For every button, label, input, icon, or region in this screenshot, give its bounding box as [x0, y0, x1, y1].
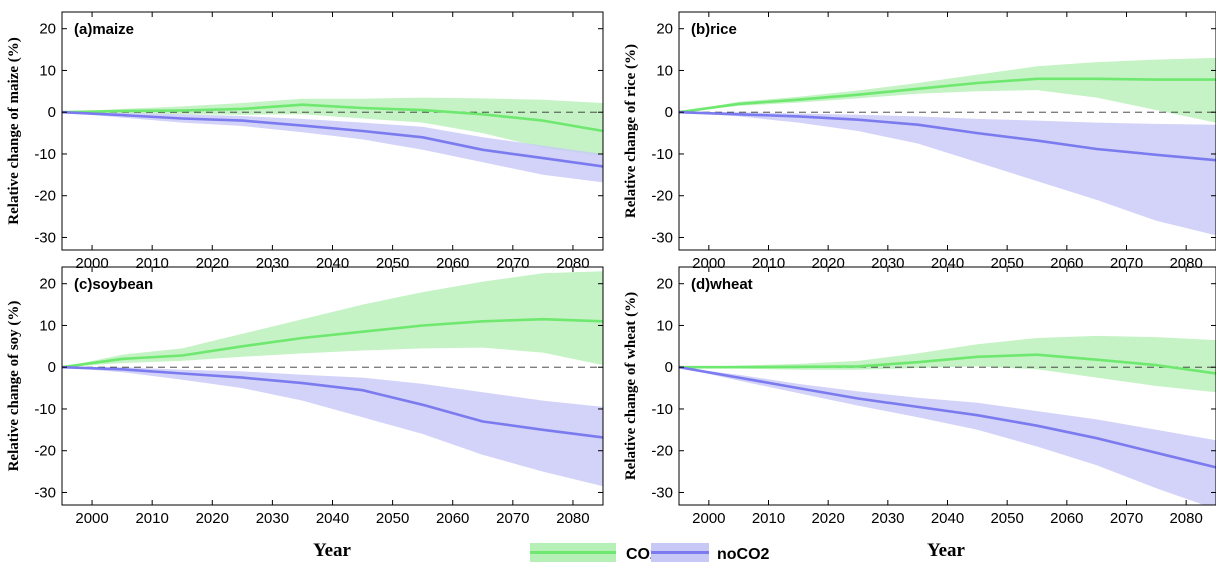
plot-area	[679, 57, 1216, 236]
x-tick-label: 2010	[135, 510, 168, 527]
x-tick-label: 2000	[75, 510, 108, 527]
chart-panel-2: 2000 2010 2020 2030 2040 2050 2060 2070 2080-30-…	[623, 11, 1216, 272]
x-axis-label: Year	[313, 540, 352, 561]
x-tick-label: 2070	[496, 255, 529, 272]
panel-title: (a)maize	[74, 21, 134, 38]
chart-panel-4: 2000 2010 2020 2030 2040 2050 2060 2070 2080-30-…	[623, 266, 1216, 561]
x-tick-label: 2030	[871, 510, 904, 527]
band-noco2	[679, 367, 1216, 505]
x-tick-label: 2050	[376, 510, 409, 527]
y-tick-label: 20	[39, 276, 56, 293]
y-tick-label: 20	[39, 21, 56, 38]
line-co2	[62, 317, 603, 369]
y-tick-label: -20	[651, 188, 673, 205]
x-tick-label: 2050	[990, 255, 1023, 272]
y-tick-label: 0	[48, 104, 56, 121]
x-tick-label: 2000	[692, 255, 725, 272]
line-co2	[679, 353, 1216, 375]
line-co2	[679, 77, 1216, 114]
plot-area	[62, 97, 603, 183]
y-tick-label: -30	[34, 484, 56, 501]
y-axis-label: Relative change of soy (%)	[6, 301, 22, 472]
line-noco2	[62, 365, 603, 439]
x-tick-label: 2030	[256, 255, 289, 272]
line-noco2	[679, 110, 1216, 162]
x-tick-label: 2040	[931, 255, 964, 272]
y-tick-label: -10	[34, 146, 56, 163]
x-tick-label: 2010	[135, 255, 168, 272]
band-co2	[679, 335, 1216, 393]
x-tick-label: 2050	[990, 510, 1023, 527]
y-tick-label: 20	[656, 21, 673, 38]
y-axis-label: Relative change of wheat (%)	[623, 292, 639, 480]
y-tick-label: 0	[48, 359, 56, 376]
legend: CO2 noCO2	[530, 543, 770, 563]
panel-title: (c)soybean	[74, 276, 153, 293]
x-tick-label: 2020	[811, 255, 844, 272]
x-tick-label: 2010	[752, 510, 785, 527]
x-tick-label: 2080	[556, 510, 589, 527]
x-tick-label: 2040	[931, 510, 964, 527]
x-axis-label: Year	[927, 540, 966, 561]
panel-title: (d)wheat	[691, 276, 753, 293]
band-co2	[62, 271, 603, 368]
x-tick-label: 2070	[1110, 510, 1143, 527]
x-tick-label: 2080	[1169, 255, 1202, 272]
band-noco2	[62, 112, 603, 183]
y-tick-label: 20	[656, 276, 673, 293]
y-tick-label: -20	[34, 188, 56, 205]
x-tick-label: 2080	[556, 255, 589, 272]
line-noco2	[679, 365, 1216, 469]
y-tick-label: 10	[39, 317, 56, 334]
line-co2	[62, 103, 603, 133]
panels: 2000 2010 2020 2030 2040 2050 2060 2070 2080-30-…	[6, 11, 1216, 561]
x-tick-label: 2050	[376, 255, 409, 272]
x-tick-label: 2020	[196, 255, 229, 272]
x-tick-label: 2080	[1169, 510, 1202, 527]
y-tick-label: 0	[665, 359, 673, 376]
x-tick-label: 2000	[692, 510, 725, 527]
band-noco2	[679, 112, 1216, 236]
y-tick-label: 10	[39, 62, 56, 79]
y-tick-label: -30	[34, 229, 56, 246]
x-tick-label: 2010	[752, 255, 785, 272]
y-tick-label: -30	[651, 484, 673, 501]
x-tick-label: 2060	[1050, 510, 1083, 527]
chart-panel-3: 2000 2010 2020 2030 2040 2050 2060 2070 2080-30-…	[6, 266, 604, 561]
y-axis-label: Relative change of rice (%)	[623, 44, 639, 218]
x-tick-label: 2060	[1050, 255, 1083, 272]
legend-co2-label: CO2	[626, 546, 659, 563]
y-tick-label: -20	[651, 443, 673, 460]
plot-area	[679, 335, 1216, 505]
y-tick-label: 0	[665, 104, 673, 121]
band-co2	[679, 57, 1216, 123]
y-axis-label: Relative change of maize (%)	[6, 37, 22, 224]
x-tick-label: 2030	[256, 510, 289, 527]
y-tick-label: 10	[656, 62, 673, 79]
x-tick-label: 2070	[1110, 255, 1143, 272]
x-tick-label: 2040	[316, 510, 349, 527]
x-tick-label: 2060	[436, 255, 469, 272]
band-noco2	[62, 367, 603, 487]
y-tick-label: -20	[34, 443, 56, 460]
plot-area	[62, 271, 603, 487]
x-tick-label: 2020	[196, 510, 229, 527]
x-tick-label: 2030	[871, 255, 904, 272]
x-tick-label: 2070	[496, 510, 529, 527]
line-noco2	[62, 110, 603, 168]
x-tick-label: 2060	[436, 510, 469, 527]
x-tick-label: 2020	[811, 510, 844, 527]
y-tick-label: -30	[651, 229, 673, 246]
chart-panel-1: 2000 2010 2020 2030 2040 2050 2060 2070 2080-30-…	[6, 11, 604, 272]
panel-title: (b)rice	[691, 21, 737, 38]
x-tick-label: 2040	[316, 255, 349, 272]
y-tick-label: -10	[651, 146, 673, 163]
y-tick-label: 10	[656, 317, 673, 334]
x-tick-label: 2000	[75, 255, 108, 272]
legend-noco2-label: noCO2	[717, 546, 770, 563]
y-tick-label: -10	[651, 401, 673, 418]
y-tick-label: -10	[34, 401, 56, 418]
